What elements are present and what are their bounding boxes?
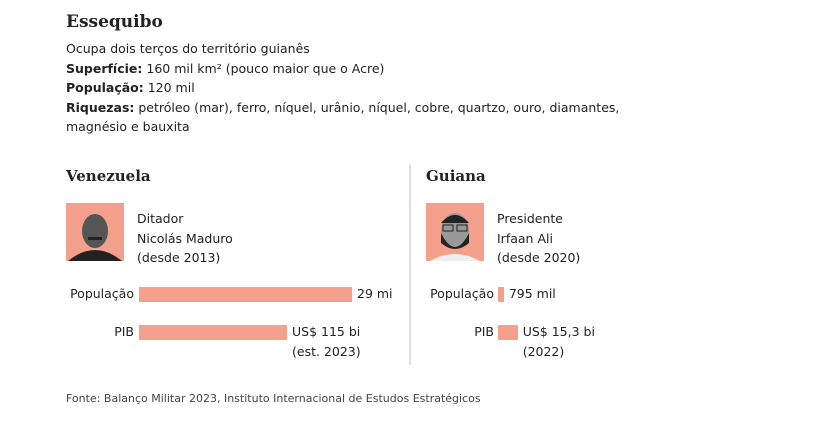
population-value: 120 mil xyxy=(143,80,195,95)
region-info: Ocupa dois terços do território guianês … xyxy=(66,39,666,137)
leader-name: Nicolás Maduro xyxy=(137,230,233,246)
gdp-bar-guiana xyxy=(498,325,518,340)
source-note: Fonte: Balanço Militar 2023, Instituto I… xyxy=(66,392,481,405)
gdp-label: PIB xyxy=(474,324,494,339)
gdp-label: PIB xyxy=(114,324,134,339)
portrait-icon xyxy=(430,213,480,261)
gdp-note: (2022) xyxy=(522,343,565,359)
leader-since: (desde 2013) xyxy=(137,250,221,265)
region-subtitle: Ocupa dois terços do território guianês xyxy=(66,41,310,56)
gdp-text: US$ 115 bi xyxy=(292,324,361,339)
gdp-note: (est. 2023) xyxy=(292,343,361,359)
leader-photo-maduro xyxy=(66,203,124,261)
leader-info-guiana: Presidente Irfaan Ali (desde 2020) xyxy=(497,209,580,268)
country-name-guiana: Guiana xyxy=(426,167,486,185)
leader-since: (desde 2020) xyxy=(497,250,581,265)
gdp-bar-venezuela xyxy=(139,325,287,340)
population-label: População: xyxy=(66,80,144,95)
country-name-venezuela: Venezuela xyxy=(66,167,151,185)
area-value: 160 mil km² (pouco maior que o Acre) xyxy=(142,60,385,76)
leader-name: Irfaan Ali xyxy=(497,230,553,246)
gdp-value-guiana: US$ 15,3 bi (2022) xyxy=(523,322,595,361)
leader-photo-ali xyxy=(426,203,484,261)
area-line: Superfície: 160 mil km² (pouco maior que… xyxy=(66,59,666,79)
population-value-guiana: 795 mil xyxy=(508,286,556,301)
wealth-label: Riquezas: xyxy=(66,99,135,115)
population-value-venezuela: 29 mi xyxy=(357,286,393,301)
population-label: População xyxy=(430,286,494,301)
area-label: Superfície: xyxy=(66,60,143,76)
population-bar-venezuela xyxy=(139,287,352,302)
region-title: Essequibo xyxy=(66,12,163,32)
leader-role: Ditador xyxy=(137,211,184,226)
population-label: População xyxy=(70,286,134,301)
divider xyxy=(409,165,411,365)
population-bar-guiana xyxy=(498,287,504,302)
leader-info-venezuela: Ditador Nicolás Maduro (desde 2013) xyxy=(137,209,233,268)
wealth-line: Riquezas: petróleo (mar), ferro, níquel,… xyxy=(66,98,666,137)
gdp-text: US$ 15,3 bi xyxy=(522,324,595,339)
leader-role: Presidente xyxy=(497,211,563,226)
portrait-icon xyxy=(68,214,122,261)
wealth-value: petróleo (mar), ferro, níquel, urânio, n… xyxy=(66,99,620,135)
population-line: População: 120 mil xyxy=(66,78,666,98)
gdp-value-venezuela: US$ 115 bi (est. 2023) xyxy=(292,322,361,361)
